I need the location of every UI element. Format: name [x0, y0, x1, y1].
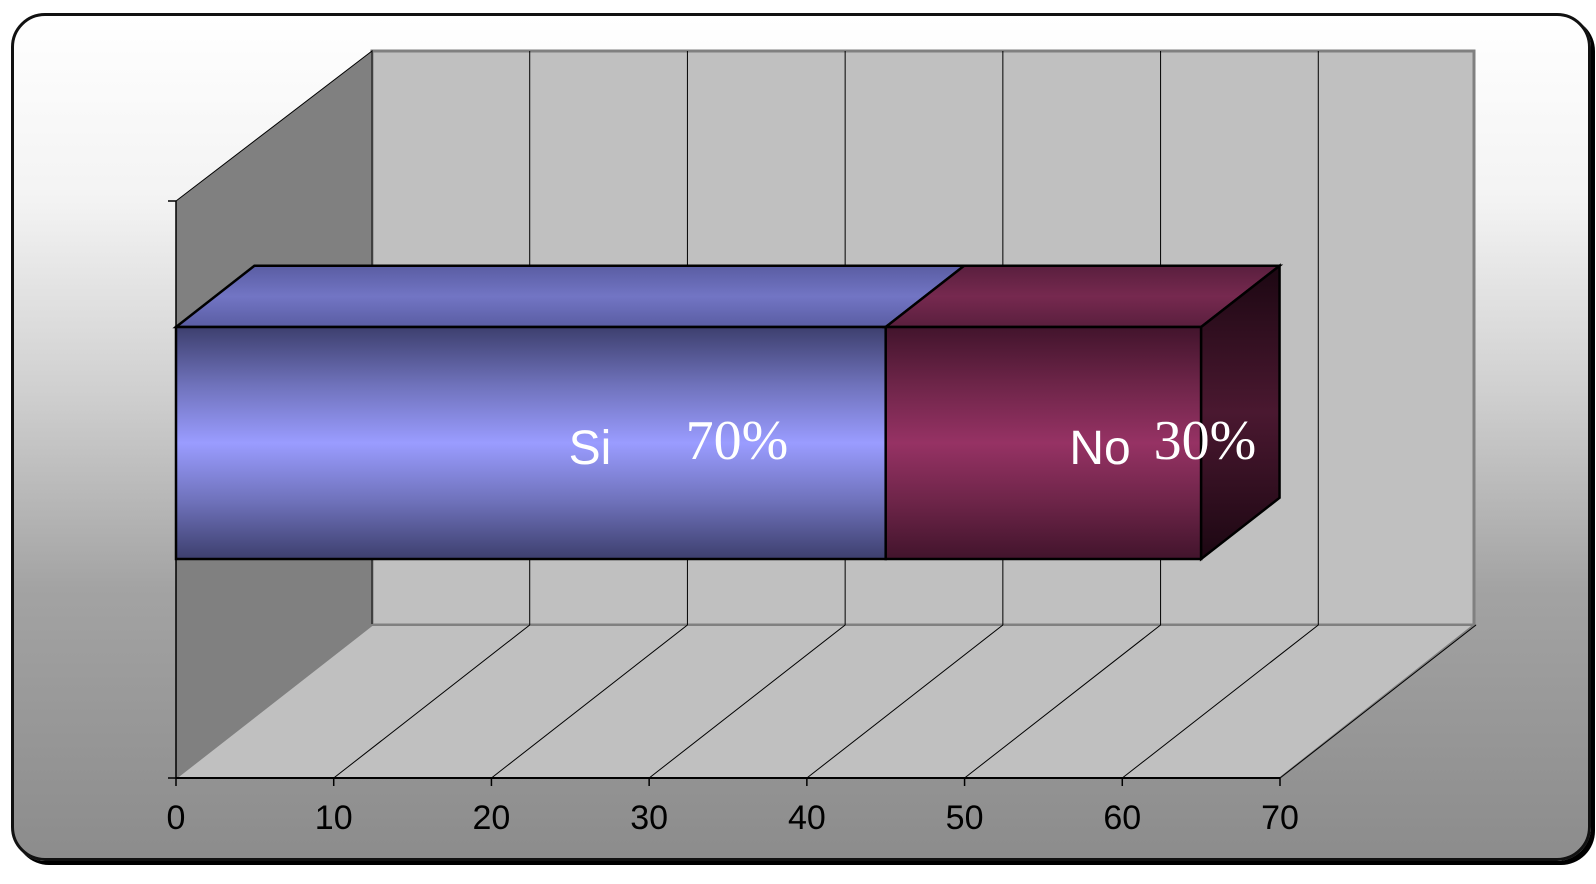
- x-tick-label: 0: [167, 799, 186, 837]
- x-axis-ticks: 0 10 20 30 40 50 60 70: [167, 778, 1299, 837]
- x-tick-label: 30: [630, 799, 668, 837]
- bar-side-face: [1199, 263, 1281, 562]
- x-tick-label: 20: [473, 799, 511, 837]
- x-tick-label: 60: [1103, 799, 1141, 837]
- floor-gridline: [491, 624, 688, 779]
- bar-top-si: [172, 264, 968, 329]
- series-name-label: No: [1069, 422, 1130, 475]
- floor-gridline: [964, 624, 1161, 779]
- floor-gridline: [806, 624, 1004, 779]
- floor-gridline: [1279, 624, 1477, 779]
- data-labels: Si 70% No 30%: [569, 410, 1257, 475]
- percent-data-label: 70%: [686, 410, 789, 472]
- x-tick-label: 70: [1261, 799, 1299, 837]
- percent-data-label: 30%: [1154, 410, 1257, 472]
- floor: [173, 624, 1477, 779]
- bar-segment-si: [174, 325, 887, 561]
- x-tick-label: 40: [788, 799, 826, 837]
- series-name-label: Si: [569, 422, 612, 475]
- bar-segment-no: [884, 325, 1203, 561]
- x-tick-label: 50: [946, 799, 984, 837]
- x-tick-label: 10: [315, 799, 353, 837]
- floor-gridline: [333, 624, 531, 779]
- floor-gridline: [648, 624, 846, 779]
- bars: [172, 263, 1284, 562]
- floor-gridline: [1121, 624, 1319, 779]
